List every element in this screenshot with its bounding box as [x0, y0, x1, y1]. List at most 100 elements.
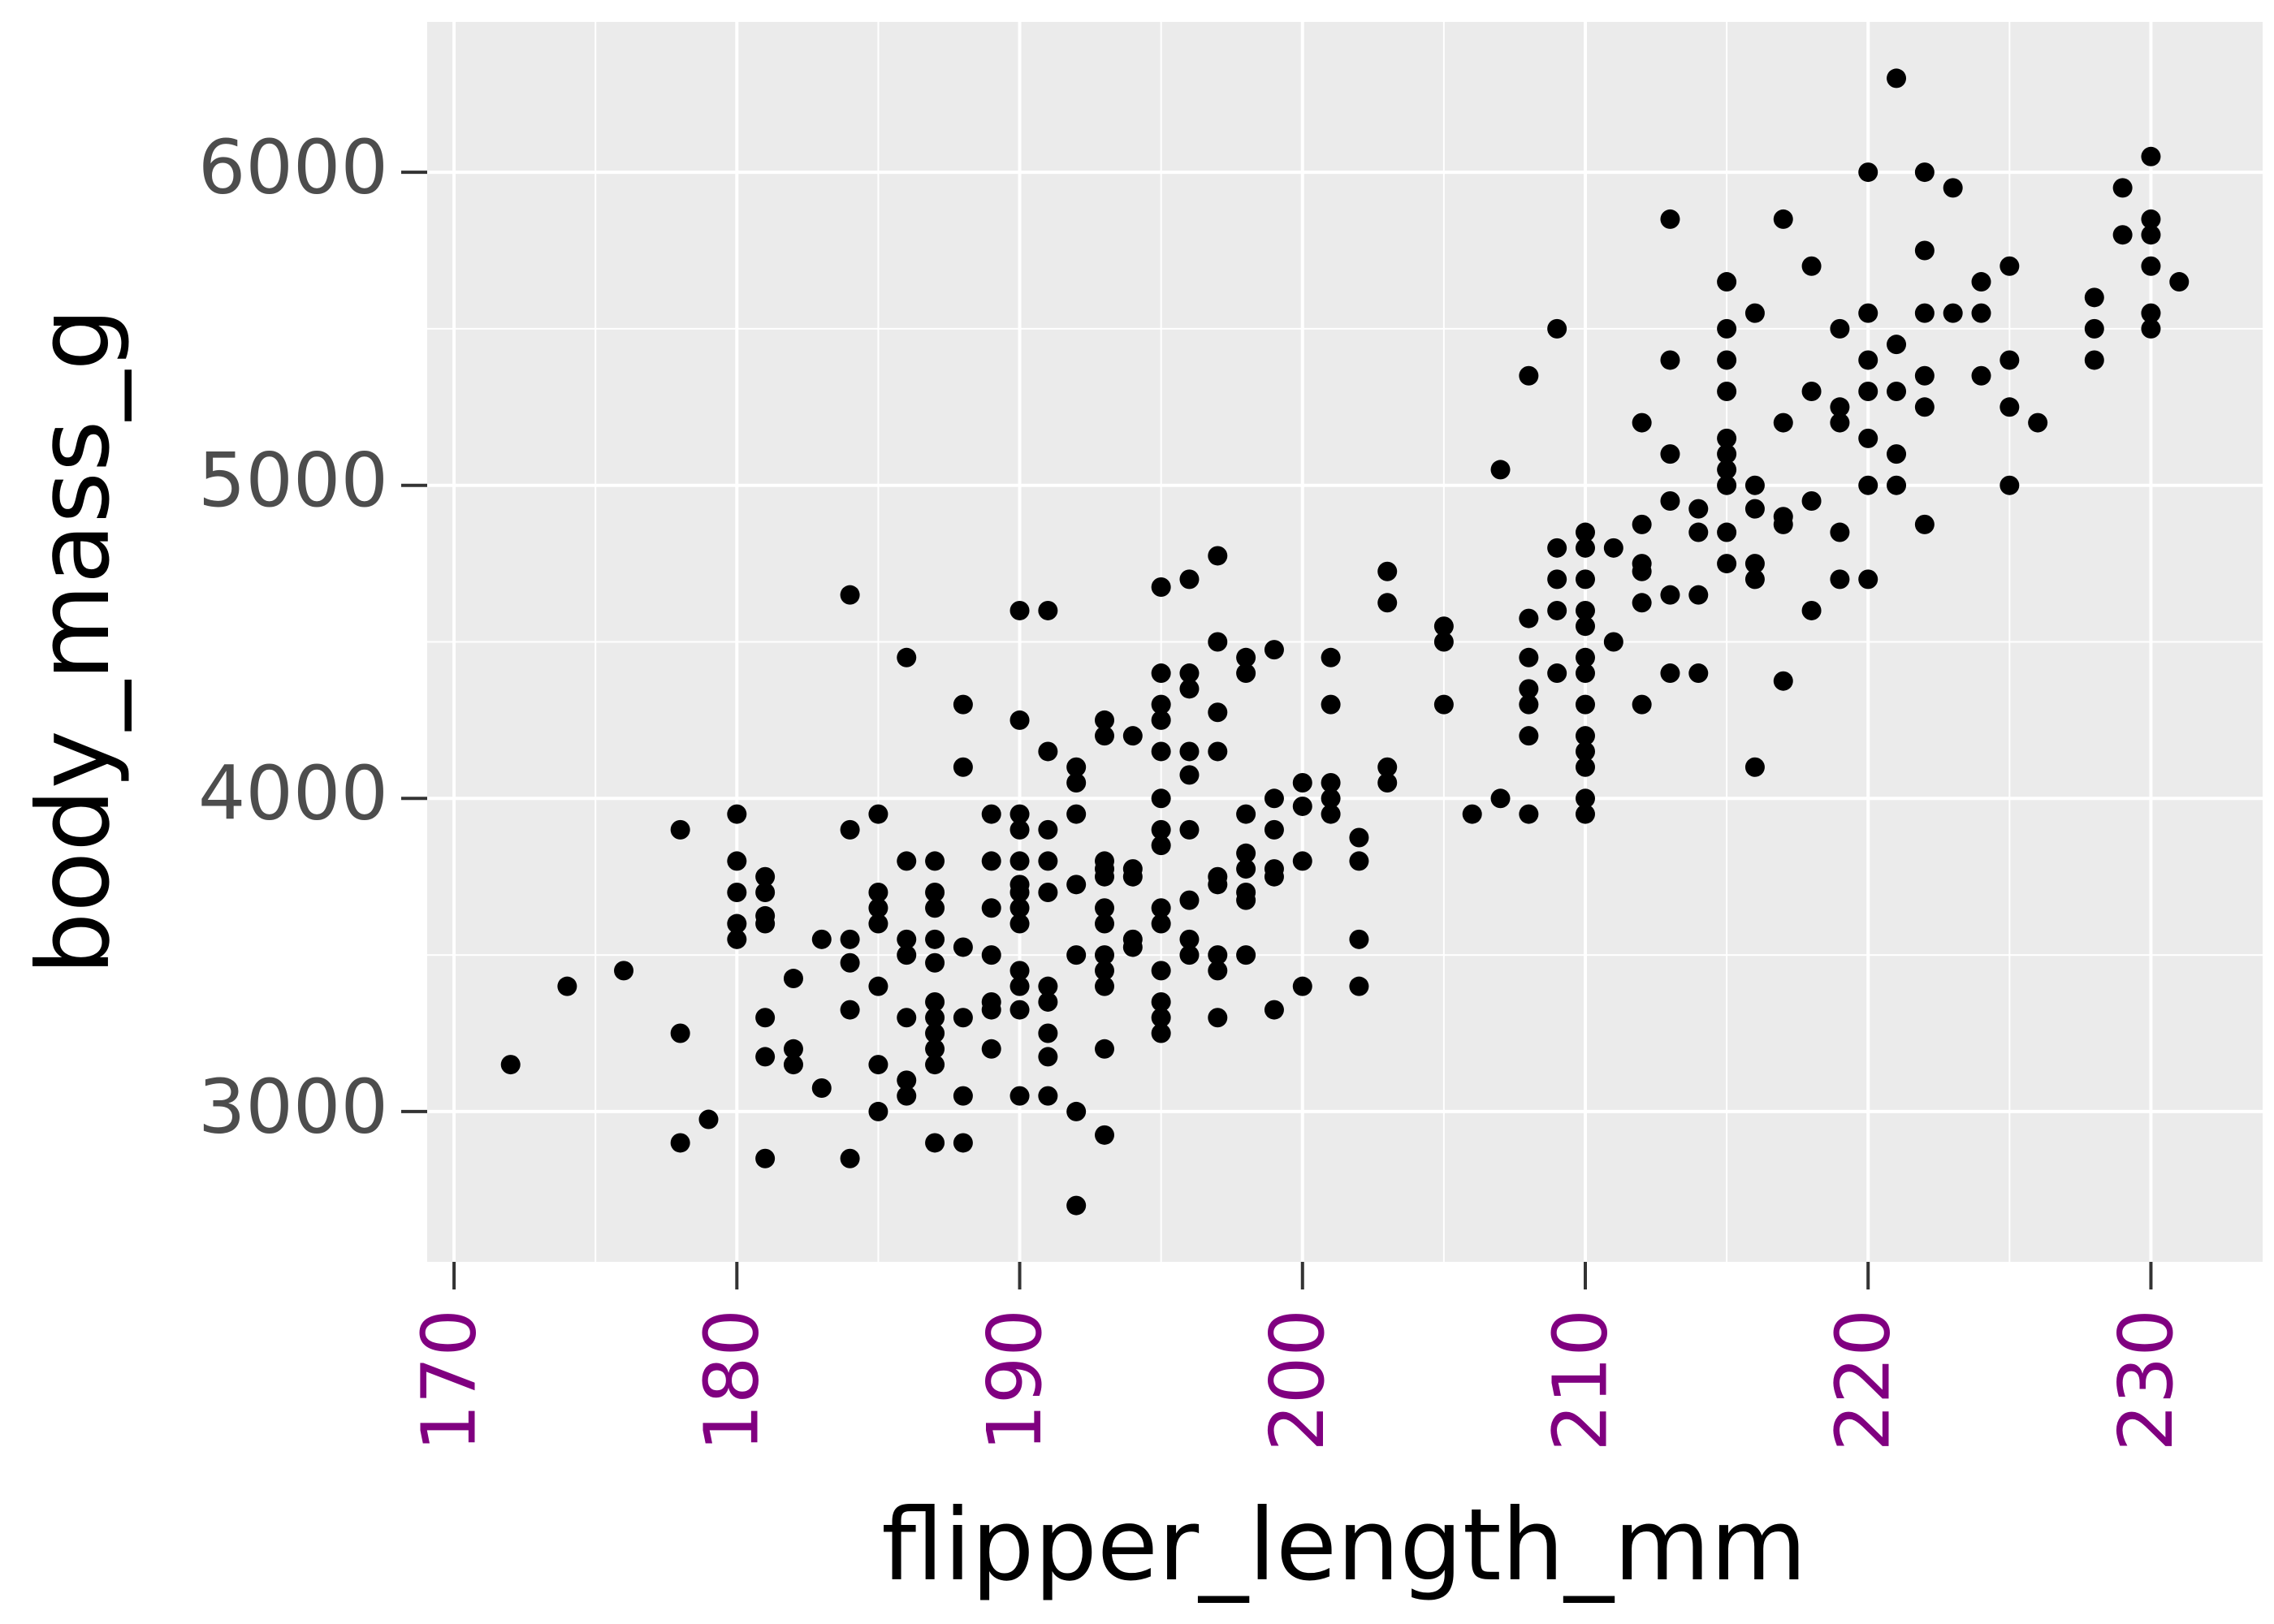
point: [1264, 1000, 1284, 1020]
point: [1943, 178, 1963, 198]
point: [1321, 788, 1341, 809]
y-tick-label: 5000: [198, 437, 388, 524]
point: [557, 976, 577, 996]
point: [783, 1039, 803, 1059]
point: [1236, 663, 1256, 684]
point: [811, 929, 832, 949]
point: [1971, 303, 1991, 323]
point: [1038, 851, 1058, 871]
point: [1971, 365, 1991, 386]
point: [1632, 593, 1652, 613]
point: [755, 882, 776, 902]
point: [1519, 694, 1539, 715]
point: [868, 1101, 888, 1121]
point: [727, 804, 747, 824]
point: [1151, 663, 1171, 684]
point: [1717, 522, 1737, 542]
point: [1490, 788, 1511, 809]
point: [1349, 827, 1369, 848]
point: [1009, 819, 1030, 840]
point: [1236, 945, 1256, 965]
point: [1151, 741, 1171, 762]
point: [925, 1039, 945, 1059]
point: [897, 1086, 917, 1106]
point: [840, 1000, 860, 1020]
point: [1887, 444, 1907, 464]
x-tick-label: 170: [405, 1309, 492, 1452]
point: [1038, 819, 1058, 840]
point: [1519, 608, 1539, 628]
point: [1519, 647, 1539, 667]
point: [1603, 632, 1623, 652]
point: [1009, 851, 1030, 871]
point: [1151, 577, 1171, 598]
point: [1066, 875, 1087, 895]
point: [1744, 499, 1765, 519]
point: [953, 1133, 973, 1153]
point: [1858, 162, 1878, 183]
point: [1009, 898, 1030, 918]
point: [925, 1133, 945, 1153]
point: [811, 1078, 832, 1098]
point: [755, 1047, 776, 1067]
point: [1377, 561, 1398, 581]
point: [1151, 991, 1171, 1012]
point: [1009, 1000, 1030, 1020]
x-tick-label: 230: [2103, 1309, 2190, 1452]
point: [1236, 843, 1256, 863]
point: [840, 819, 860, 840]
point: [1801, 600, 1822, 620]
point: [1575, 726, 1595, 746]
point: [2112, 178, 2133, 198]
point: [2141, 303, 2161, 323]
point: [1717, 382, 1737, 402]
point: [2141, 209, 2161, 229]
point: [1830, 569, 1850, 590]
point: [2169, 272, 2190, 292]
point: [1321, 804, 1341, 824]
point: [1095, 1039, 1115, 1059]
point: [981, 851, 1001, 871]
point: [1858, 382, 1878, 402]
point: [1179, 569, 1200, 590]
point: [1095, 898, 1115, 918]
point: [1717, 460, 1737, 480]
point: [1688, 499, 1709, 519]
point: [1914, 514, 1935, 534]
point: [1547, 318, 1567, 339]
point: [1575, 616, 1595, 637]
point: [1519, 726, 1539, 746]
point: [1236, 859, 1256, 879]
point: [1744, 757, 1765, 777]
point: [2112, 225, 2133, 245]
point: [897, 851, 917, 871]
point: [1377, 757, 1398, 777]
point: [1575, 788, 1595, 809]
point: [1122, 866, 1143, 887]
point: [1773, 209, 1793, 229]
point: [670, 1133, 690, 1153]
point: [1575, 522, 1595, 542]
point: [1122, 937, 1143, 957]
point: [1038, 976, 1058, 996]
point: [1971, 272, 1991, 292]
point: [1688, 522, 1709, 542]
point: [840, 929, 860, 949]
point: [1858, 569, 1878, 590]
point: [1009, 976, 1030, 996]
point: [1660, 663, 1680, 684]
point: [1660, 209, 1680, 229]
point: [1632, 514, 1652, 534]
point: [1038, 1023, 1058, 1043]
point: [1151, 1023, 1171, 1043]
point: [1830, 412, 1850, 433]
point: [1575, 569, 1595, 590]
point: [1151, 898, 1171, 918]
point: [1038, 1047, 1058, 1067]
point: [981, 1000, 1001, 1020]
point: [698, 1109, 719, 1129]
point: [1717, 272, 1737, 292]
point: [1095, 961, 1115, 981]
point: [2084, 350, 2104, 370]
point: [1717, 554, 1737, 574]
